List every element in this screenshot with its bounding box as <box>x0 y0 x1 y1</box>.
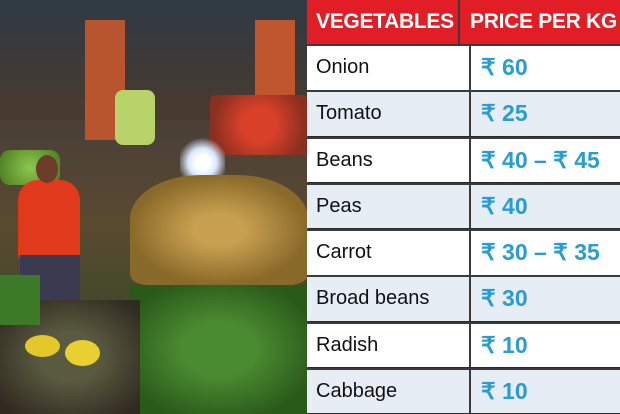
table-row: Onion ₹ 60 <box>307 44 620 90</box>
vegetable-name: Broad beans <box>307 277 471 321</box>
vegetable-name: Peas <box>307 184 471 229</box>
price-value: ₹ 60 <box>481 54 528 80</box>
table-row: Beans ₹ 40 – ₹ 45 <box>307 136 620 183</box>
vegetable-name: Onion <box>307 46 471 90</box>
price-value: ₹ 25 <box>481 100 528 127</box>
vegetable-name: Tomato <box>307 92 471 136</box>
table-row: Cabbage ₹ 10 <box>307 367 620 414</box>
table-header: VEGETABLES PRICE PER KG <box>307 0 620 44</box>
table-row: Peas ₹ 40 <box>307 182 620 229</box>
price-value: ₹ 10 <box>481 377 528 404</box>
vegetable-name: Radish <box>307 323 471 368</box>
table-row: Radish ₹ 10 <box>307 321 620 368</box>
header-vegetables: VEGETABLES <box>307 0 460 44</box>
price-value: ₹ 40 <box>481 192 528 219</box>
table-row: Tomato ₹ 25 <box>307 90 620 136</box>
price-value: ₹ 10 <box>481 331 528 358</box>
header-price-per-kg: PRICE PER KG <box>470 10 617 33</box>
table-row: Broad beans ₹ 30 <box>307 275 620 321</box>
vegetable-name: Carrot <box>307 231 471 275</box>
vegetable-price-table: VEGETABLES PRICE PER KG Onion ₹ 60 Tomato ₹… <box>307 0 620 414</box>
vegetable-name: Cabbage <box>307 369 471 414</box>
vegetable-name: Beans <box>307 138 471 183</box>
price-value: ₹ 30 <box>481 285 528 312</box>
table-row: Carrot ₹ 30 – ₹ 35 <box>307 229 620 275</box>
price-value: ₹ 40 – ₹ 45 <box>481 146 600 173</box>
vegetable-market-photo <box>0 0 308 414</box>
price-value: ₹ 30 – ₹ 35 <box>481 239 600 265</box>
